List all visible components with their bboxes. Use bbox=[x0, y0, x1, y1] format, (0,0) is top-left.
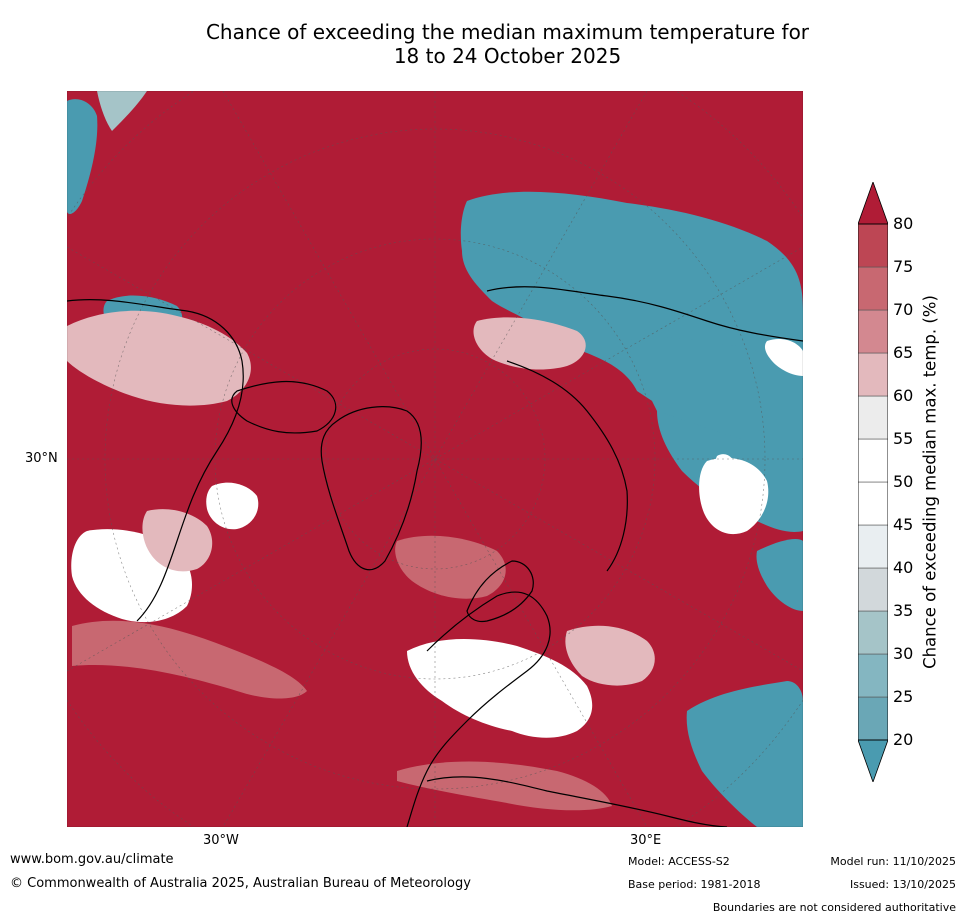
probability-map bbox=[67, 91, 803, 827]
model-run: Model run: 11/10/2025 bbox=[830, 855, 956, 868]
mid-atlantic-light-band bbox=[72, 620, 307, 699]
issued-date: Issued: 13/10/2025 bbox=[849, 878, 956, 891]
colorbar-under-triangle bbox=[858, 739, 888, 782]
copyright-text: © Commonwealth of Australia 2025, Austra… bbox=[10, 876, 471, 891]
graticule bbox=[67, 91, 803, 827]
colorbar-tick-label: 55 bbox=[893, 429, 914, 448]
colorbar-segment bbox=[858, 567, 888, 612]
colorbar-segment bbox=[858, 223, 888, 268]
asia-east-blue-region bbox=[756, 539, 803, 611]
greenland-coast bbox=[320, 406, 422, 571]
canada-light-region bbox=[67, 310, 251, 406]
lon-label-30w: 30°W bbox=[203, 833, 239, 848]
colorbar-segment bbox=[858, 266, 888, 311]
title-line-2: 18 to 24 October 2025 bbox=[393, 44, 622, 68]
canada-arctic-coast bbox=[231, 381, 337, 434]
greenland-sea-light-region bbox=[395, 535, 506, 599]
barents-light-region bbox=[473, 317, 586, 370]
colorbar-tick-label: 45 bbox=[893, 515, 914, 534]
japan-light-region bbox=[764, 339, 803, 376]
below-median-regions bbox=[67, 91, 803, 827]
colorbar-tick-label: 35 bbox=[893, 601, 914, 620]
colorbar-tick-label: 70 bbox=[893, 300, 914, 319]
pacific-blue-patch bbox=[67, 99, 98, 214]
colorbar-over-triangle bbox=[858, 182, 888, 225]
lon-label-30e: 30°E bbox=[630, 833, 662, 848]
colorbar-segment bbox=[858, 653, 888, 698]
title-line-1: Chance of exceeding the median maximum t… bbox=[205, 20, 810, 44]
colorbar-segment bbox=[858, 395, 888, 440]
colorbar-tick-label: 65 bbox=[893, 343, 914, 362]
lat-label-30n: 30°N bbox=[25, 451, 58, 466]
pacific-light-patch bbox=[97, 91, 147, 131]
siberia-coast bbox=[486, 286, 803, 342]
middle-east-blue-region bbox=[686, 681, 803, 827]
colorbar bbox=[858, 182, 888, 782]
model-name: Model: ACCESS-S2 bbox=[628, 855, 730, 868]
europe-neutral-region bbox=[407, 639, 593, 738]
colorbar-tick-label: 25 bbox=[893, 687, 914, 706]
colorbar-segment bbox=[858, 438, 888, 483]
chart-title: Chance of exceeding the median maximum t… bbox=[140, 20, 875, 68]
mediterranean-coast bbox=[426, 776, 728, 827]
website-link[interactable]: www.bom.gov.au/climate bbox=[10, 852, 174, 867]
colorbar-segment bbox=[858, 481, 888, 526]
north-america-coast bbox=[67, 299, 244, 622]
colorbar-tick-label: 40 bbox=[893, 558, 914, 577]
base-period: Base period: 1981-2018 bbox=[628, 878, 761, 891]
colorbar-segment bbox=[858, 309, 888, 354]
colorbar-segment bbox=[858, 352, 888, 397]
colorbar-tick-label: 20 bbox=[893, 730, 914, 749]
scandinavia-coast bbox=[466, 560, 534, 623]
colorbar-segment bbox=[858, 696, 888, 741]
colorbar-tick-label: 75 bbox=[893, 257, 914, 276]
europe-coast bbox=[406, 591, 551, 827]
africa-north-light-band bbox=[397, 761, 612, 811]
asia-north-coast bbox=[506, 360, 628, 572]
colorbar-tick-label: 80 bbox=[893, 214, 914, 233]
colorbar-label: Chance of exceeding median max. temp. (%… bbox=[920, 295, 940, 669]
colorbar-tick-label: 60 bbox=[893, 386, 914, 405]
coastlines bbox=[67, 286, 803, 827]
hudson-light-region bbox=[206, 482, 259, 530]
east-europe-light-region bbox=[565, 625, 655, 686]
colorbar-segment bbox=[858, 524, 888, 569]
boundaries-disclaimer: Boundaries are not considered authoritat… bbox=[712, 901, 956, 914]
colorbar-tick-label: 30 bbox=[893, 644, 914, 663]
colorbar-segment bbox=[858, 610, 888, 655]
caspian-neutral-patch bbox=[714, 454, 738, 493]
colorbar-tick-label: 50 bbox=[893, 472, 914, 491]
